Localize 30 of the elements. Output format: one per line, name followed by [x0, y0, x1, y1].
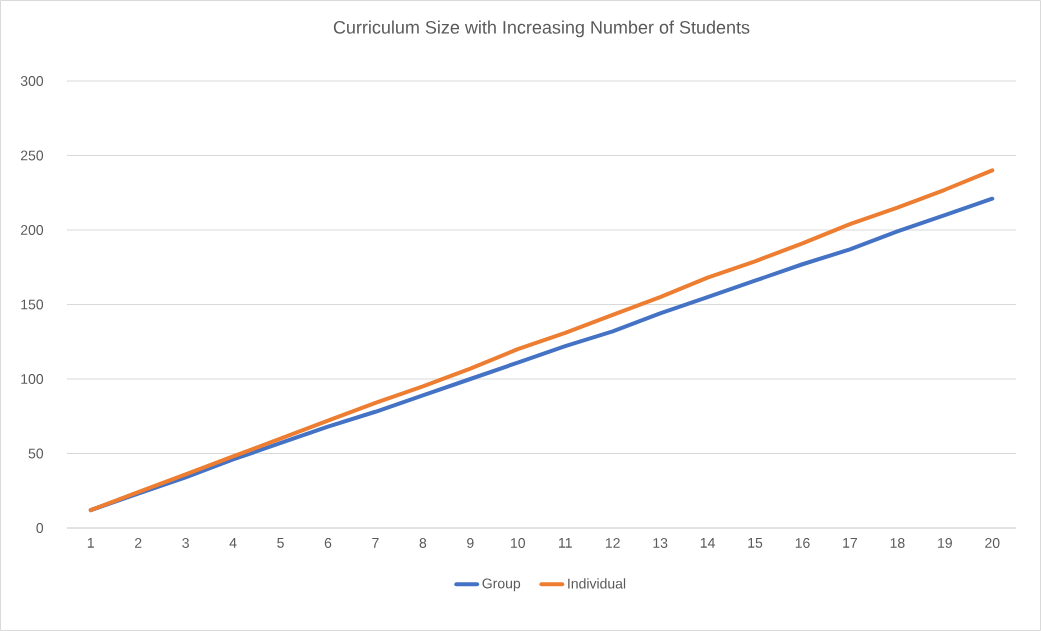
x-tick-label: 19 [938, 538, 952, 548]
x-tick-label: 1 [87, 538, 94, 548]
x-tick-label: 12 [605, 538, 620, 548]
x-tick-label: 16 [795, 538, 810, 548]
x-tick-label: 3 [182, 538, 189, 548]
x-tick-label: 15 [748, 538, 763, 548]
y-tick-label: 0 [36, 523, 44, 533]
y-tick-label: 300 [20, 76, 44, 86]
x-tick-label: 4 [229, 538, 237, 548]
chart-title: Curriculum Size with Increasing Number of Students [333, 20, 750, 38]
x-tick-label: 7 [372, 538, 379, 548]
y-tick-label: 150 [21, 299, 44, 310]
y-tick-label: 250 [20, 150, 44, 161]
x-tick-label: 14 [700, 538, 715, 548]
x-tick-label: 5 [277, 538, 284, 548]
x-tick-label: 20 [985, 538, 1000, 548]
x-tick-label: 8 [419, 538, 427, 548]
x-tick-label: 9 [467, 538, 474, 548]
legend-label: Individual [568, 578, 626, 589]
x-tick-label: 6 [324, 538, 332, 548]
y-tick-label: 100 [21, 374, 44, 384]
x-tick-label: 18 [890, 538, 905, 548]
legend-label: Group [482, 578, 521, 592]
y-tick-label: 200 [20, 225, 44, 235]
x-tick-label: 13 [653, 538, 668, 548]
x-tick-label: 10 [511, 538, 526, 548]
x-tick-label: 2 [135, 538, 142, 548]
y-tick-label: 50 [28, 448, 44, 459]
x-tick-label: 11 [559, 538, 572, 548]
x-tick-label: 17 [843, 538, 857, 548]
